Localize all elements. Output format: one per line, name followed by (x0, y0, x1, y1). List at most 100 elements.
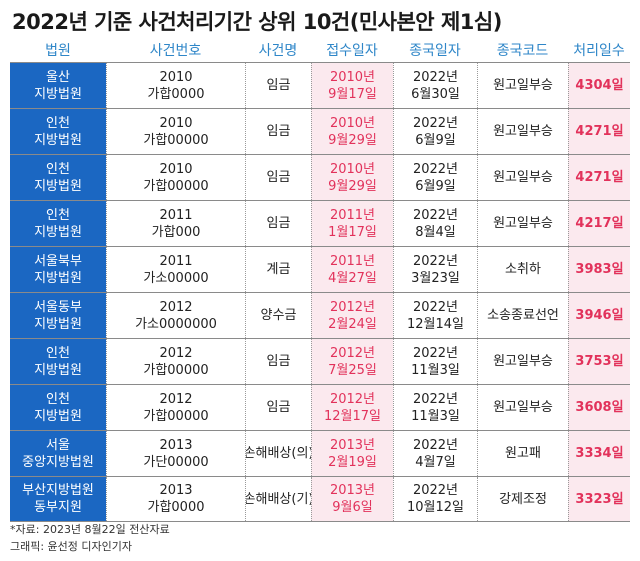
concluded-date-cell-line: 2022년 (412, 161, 459, 177)
received-date-cell-line: 2월24일 (328, 316, 377, 332)
conclusion-code-cell: 원고일부승 (477, 63, 568, 108)
concluded-date-cell-line: 10월12일 (406, 500, 464, 515)
court-cell: 서울 중앙지방법원 (10, 431, 106, 476)
case-number-cell-line: 가합00000 (143, 408, 209, 424)
concluded-date-cell-line: 12월14일 (406, 316, 464, 332)
case-name-cell: 손해배상(의) (245, 431, 311, 476)
case-number-cell: 2012 가합00000 (106, 385, 245, 430)
case-name-cell: 양수금 (245, 293, 311, 338)
conclusion-code-cell-line: 원고일부승 (493, 400, 553, 415)
conclusion-code-cell: 원고일부승 (477, 339, 568, 384)
conclusion-code-cell: 원고패 (477, 431, 568, 476)
concluded-date-cell-line: 2022년 (412, 345, 459, 361)
concluded-date-cell-line: 3월23일 (411, 270, 460, 286)
received-date-cell-line: 1월17일 (328, 224, 377, 240)
received-date-cell-line: 2012년 (329, 391, 376, 407)
received-date-cell-line: 2010년 (329, 115, 376, 131)
conclusion-code-cell: 원고일부승 (477, 109, 568, 154)
concluded-date-cell-line: 2022년 (412, 115, 459, 131)
table-row: 부산지방법원 동부지원 2013 가합0000 손해배상(기) 2013년 9월6일 2022… (10, 476, 630, 522)
processing-days-cell: 4217일 (568, 201, 630, 246)
court-cell-line: 중앙지방법원 (22, 454, 94, 470)
case-number-cell: 2012 가소0000000 (106, 293, 245, 338)
case-name-cell-line: 계금 (266, 262, 291, 277)
received-date-cell: 2011년 4월27일 (311, 247, 393, 292)
concluded-date-cell-line: 2022년 (412, 253, 459, 269)
court-cell: 부산지방법원 동부지원 (10, 477, 106, 521)
processing-days-cell: 4304일 (568, 63, 630, 108)
case-number-cell-line: 2010 (159, 69, 193, 85)
case-name-cell-line: 양수금 (260, 308, 297, 323)
concluded-date-cell-line: 2022년 (412, 207, 459, 223)
court-cell-line: 서울동부 (34, 299, 82, 315)
conclusion-code-cell: 원고일부승 (477, 201, 568, 246)
case-table: 법원 사건번호 사건명 접수일자 종국일자 종국코드 처리일수 울산 지방법원 20… (10, 40, 630, 522)
case-number-cell-line: 2013 (159, 437, 193, 453)
received-date-cell-line: 2011년 (329, 253, 376, 269)
table-row: 인천 지방법원 2011 가합000 임금 2011년 1월17일 2022년 8월4일 원고일부… (10, 200, 630, 246)
concluded-date-cell-line: 11월3일 (411, 362, 460, 378)
court-cell-line: 지방법원 (34, 270, 82, 286)
court-cell: 인천 지방법원 (10, 109, 106, 154)
case-number-cell-line: 가합0000 (147, 86, 205, 102)
conclusion-code-cell: 소송종료선언 (477, 293, 568, 338)
court-cell: 인천 지방법원 (10, 385, 106, 430)
case-name-cell-line: 임금 (266, 400, 291, 415)
concluded-date-cell: 2022년 3월23일 (393, 247, 477, 292)
case-number-cell-line: 2010 (159, 115, 193, 131)
header-case-number: 사건번호 (149, 43, 202, 59)
court-cell: 울산 지방법원 (10, 63, 106, 108)
concluded-date-cell-line: 2022년 (412, 483, 459, 498)
table-row: 서울동부 지방법원 2012 가소0000000 양수금 2012년 2월24일 2022년 1… (10, 292, 630, 338)
concluded-date-cell: 2022년 11월3일 (393, 385, 477, 430)
concluded-date-cell: 2022년 12월14일 (393, 293, 477, 338)
received-date-cell-line: 2010년 (329, 161, 376, 177)
case-name-cell: 임금 (245, 385, 311, 430)
received-date-cell-line: 4월27일 (328, 270, 377, 286)
case-number-cell: 2012 가합00000 (106, 339, 245, 384)
case-name-cell-line: 손해배상(기) (245, 491, 311, 507)
concluded-date-cell: 2022년 6월9일 (393, 109, 477, 154)
court-cell-line: 지방법원 (34, 132, 82, 148)
conclusion-code-cell: 소취하 (477, 247, 568, 292)
court-cell-line: 지방법원 (34, 224, 82, 240)
court-cell-line: 지방법원 (34, 316, 82, 332)
concluded-date-cell-line: 11월3일 (411, 408, 460, 424)
received-date-cell: 2010년 9월29일 (311, 155, 393, 200)
header-processing-days: 처리일수 (573, 43, 625, 59)
received-date-cell-line: 9월29일 (328, 132, 377, 148)
case-number-cell-line: 가합00000 (143, 362, 209, 378)
processing-days-cell: 3334일 (568, 431, 630, 476)
case-number-cell-line: 2013 (159, 483, 193, 498)
header-concluded-date: 종국일자 (409, 43, 461, 59)
received-date-cell-line: 7월25일 (328, 362, 377, 378)
court-cell-line: 부산지방법원 (22, 483, 94, 498)
conclusion-code-cell: 강제조정 (477, 477, 568, 521)
case-number-cell: 2013 가단00000 (106, 431, 245, 476)
received-date-cell-line: 9월17일 (328, 86, 377, 102)
case-number-cell-line: 가합000 (151, 224, 201, 240)
court-cell: 인천 지방법원 (10, 155, 106, 200)
case-name-cell: 임금 (245, 155, 311, 200)
case-name-cell-line: 임금 (266, 78, 291, 93)
case-number-cell-line: 가합00000 (143, 178, 209, 194)
case-number-cell: 2010 가합0000 (106, 63, 245, 108)
court-cell: 서울동부 지방법원 (10, 293, 106, 338)
concluded-date-cell: 2022년 6월9일 (393, 155, 477, 200)
concluded-date-cell-line: 6월9일 (415, 132, 456, 148)
concluded-date-cell: 2022년 4월7일 (393, 431, 477, 476)
case-number-cell-line: 2012 (159, 345, 193, 361)
case-number-cell: 2011 가소00000 (106, 247, 245, 292)
received-date-cell: 2013년 9월6일 (311, 477, 393, 521)
conclusion-code-cell-line: 원고패 (505, 446, 541, 461)
case-number-cell: 2011 가합000 (106, 201, 245, 246)
header-received-date: 접수일자 (326, 43, 378, 59)
footer: *자료: 2023년 8월22일 전산자료 그래픽: 윤선정 디자인기자 (10, 521, 170, 555)
court-cell: 서울북부 지방법원 (10, 247, 106, 292)
concluded-date-cell-line: 6월9일 (415, 178, 456, 194)
court-cell-line: 울산 (46, 69, 70, 85)
case-number-cell-line: 가합0000 (147, 500, 205, 515)
table-row: 인천 지방법원 2010 가합00000 임금 2010년 9월29일 2022년 6월9일 원고… (10, 108, 630, 154)
court-cell: 인천 지방법원 (10, 339, 106, 384)
court-cell-line: 지방법원 (34, 178, 82, 194)
